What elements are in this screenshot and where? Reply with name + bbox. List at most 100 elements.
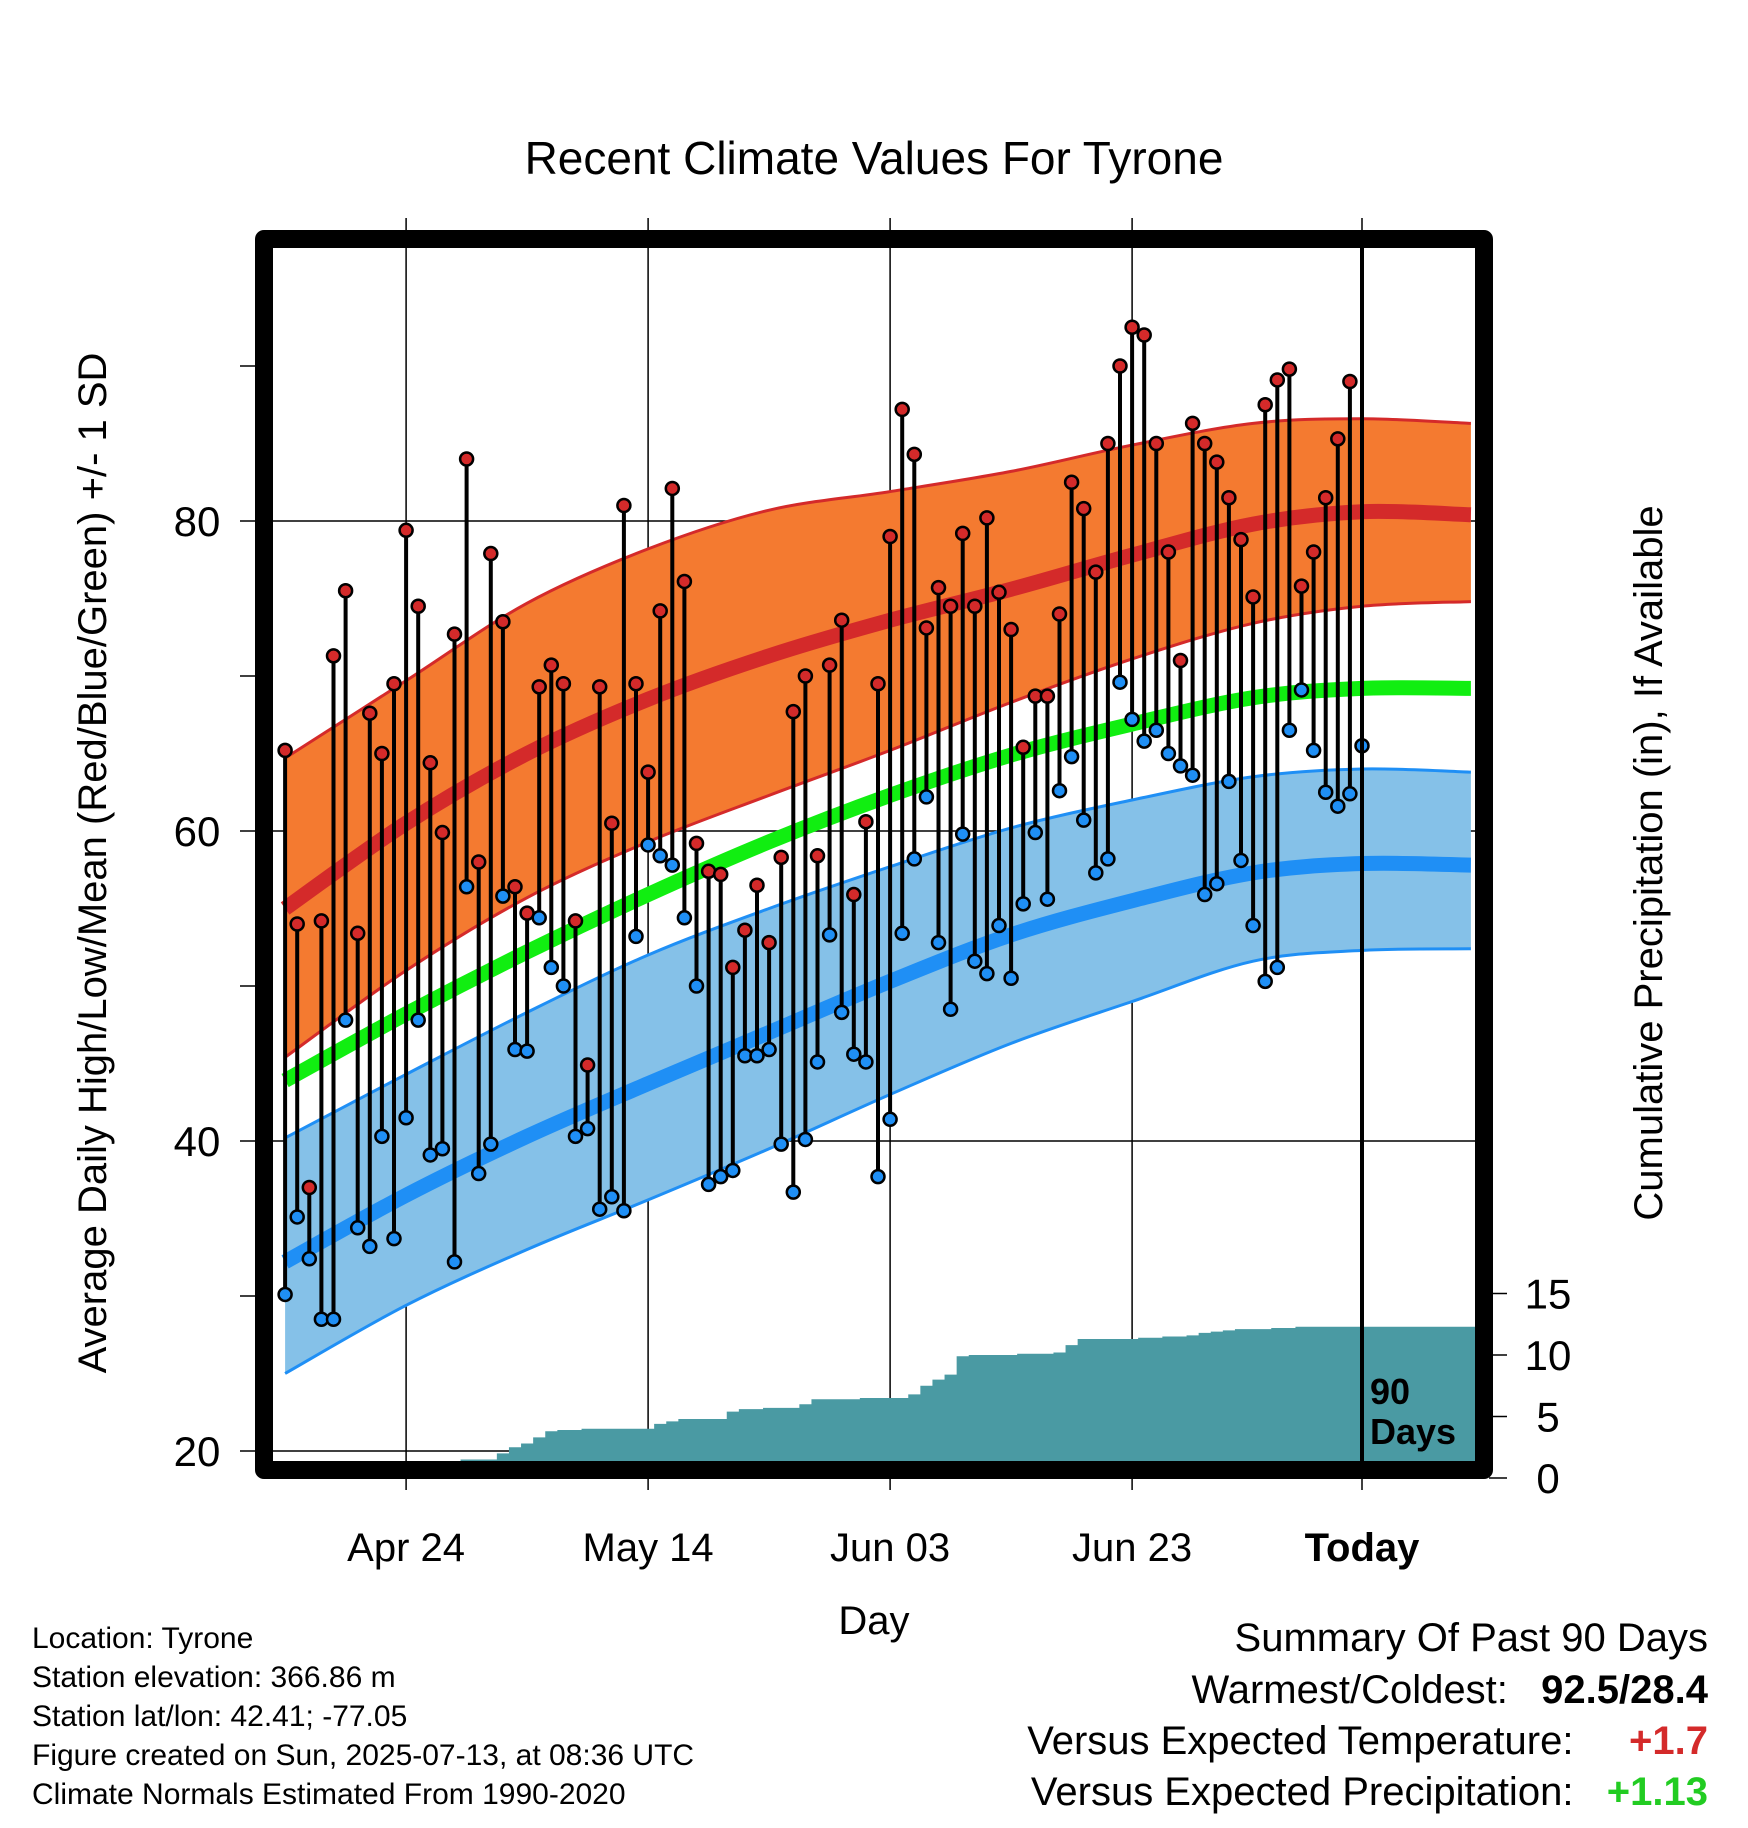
daily-low-point — [930, 934, 947, 951]
daily-high-point — [906, 446, 923, 463]
daily-high-point — [1209, 454, 1225, 470]
daily-low-point — [882, 1111, 898, 1128]
daily-high-point — [676, 573, 693, 590]
daily-high-point — [1039, 688, 1056, 704]
daily-low-point — [1136, 733, 1152, 749]
daily-low-point — [301, 1251, 318, 1267]
daily-low-point — [688, 978, 705, 994]
daily-high-point — [725, 959, 741, 976]
chart-title: Recent Climate Values For Tyrone — [525, 132, 1224, 184]
daily-high-point — [1293, 578, 1310, 594]
daily-high-point — [1281, 361, 1298, 377]
summary-precipitation: Versus Expected Precipitation: +1.13 — [1031, 1772, 1708, 1812]
daily-low-point — [519, 1043, 535, 1059]
daily-high-point — [942, 598, 959, 614]
daily-high-point — [1051, 606, 1068, 622]
high-upper-line — [284, 417, 1471, 760]
daily-low-point — [942, 1001, 959, 1017]
daily-high-point — [821, 657, 838, 673]
daily-high-point — [918, 620, 935, 636]
daily-low-point — [906, 851, 923, 867]
daily-high-point — [507, 879, 523, 895]
daily-high-point — [930, 579, 947, 596]
daily-high-point — [313, 913, 330, 929]
daily-low-point — [640, 837, 656, 853]
daily-low-point — [954, 826, 971, 842]
daily-low-point — [725, 1162, 741, 1179]
y2-tick-label-5: 5 — [1536, 1394, 1559, 1441]
daily-low-point — [1112, 674, 1128, 690]
y-tick-label-20: 20 — [174, 1428, 221, 1475]
daily-high-point — [1075, 500, 1092, 517]
info-location: Location: Tyrone — [32, 1622, 254, 1655]
daily-low-point — [616, 1203, 632, 1219]
daily-low-point — [591, 1201, 608, 1217]
daily-low-point — [1330, 798, 1346, 814]
daily-high-point — [277, 742, 293, 759]
daily-high-point — [470, 854, 487, 870]
daily-high-point — [531, 679, 547, 695]
info-elevation: Station elevation: 366.86 m — [32, 1661, 396, 1694]
daily-low-point — [797, 1131, 814, 1148]
daily-high-point — [712, 866, 729, 883]
daily-high-point — [555, 676, 572, 692]
daily-high-point — [773, 849, 789, 866]
daily-low-point — [858, 1054, 874, 1070]
daily-high-point — [882, 528, 898, 545]
daily-high-point — [1233, 531, 1249, 548]
daily-high-point — [1196, 435, 1213, 452]
daily-high-point — [567, 913, 584, 929]
daily-high-point — [761, 934, 777, 951]
daily-low-point — [1148, 722, 1165, 738]
info-normals: Climate Normals Estimated From 1990-2020 — [32, 1778, 626, 1811]
daily-high-point — [1136, 327, 1152, 343]
daily-high-point — [1245, 589, 1261, 605]
daily-low-point — [979, 965, 995, 982]
daily-low-point — [289, 1209, 305, 1225]
daily-low-point — [337, 1012, 354, 1028]
daily-high-point — [785, 703, 802, 720]
daily-high-point — [894, 401, 910, 418]
daily-high-point — [1124, 319, 1140, 335]
daily-low-point — [1221, 773, 1237, 790]
daily-low-point — [991, 917, 1007, 934]
daily-low-point — [676, 910, 693, 926]
daily-low-point — [1342, 786, 1358, 802]
daily-low-point — [458, 879, 475, 895]
daily-high-point — [398, 522, 414, 539]
daily-low-point — [1196, 886, 1213, 903]
daily-low-point — [1100, 851, 1116, 867]
daily-high-point — [386, 676, 402, 692]
daily-low-point — [664, 857, 681, 873]
daily-high-point — [870, 676, 886, 692]
daily-high-point — [797, 668, 814, 684]
daily-high-point — [809, 848, 826, 864]
daily-low-point — [1027, 824, 1044, 841]
daily-low-point — [422, 1147, 439, 1163]
daily-low-point — [604, 1189, 620, 1205]
daily-low-point — [398, 1110, 414, 1126]
y2-tick-label-15: 15 — [1525, 1271, 1572, 1318]
daily-high-point — [1305, 544, 1322, 560]
daily-high-point — [591, 679, 608, 695]
y-tick-label-80: 80 — [174, 498, 221, 545]
daily-high-point — [833, 612, 850, 628]
daily-high-point — [483, 545, 499, 562]
summary-precip-value: +1.13 — [1606, 1770, 1708, 1814]
daily-low-point — [325, 1311, 342, 1327]
daily-high-point — [1160, 544, 1177, 560]
daily-low-point — [1039, 891, 1056, 907]
y2-axis-label: Cumulative Precipitation (in), If Availa… — [1627, 505, 1671, 1220]
daily-low-point — [1051, 782, 1068, 799]
today-label-line-1: 90 — [1370, 1371, 1410, 1412]
x-axis-label: Day — [838, 1599, 909, 1643]
daily-low-point — [1063, 748, 1080, 765]
daily-low-point — [1293, 682, 1310, 698]
x-tick-label-may-14: May 14 — [583, 1526, 714, 1570]
daily-high-point — [458, 451, 475, 467]
x-tick-label-jun-23: Jun 23 — [1072, 1526, 1192, 1570]
daily-high-point — [1317, 490, 1334, 506]
daily-low-point — [894, 925, 910, 942]
daily-low-point — [1257, 973, 1273, 990]
